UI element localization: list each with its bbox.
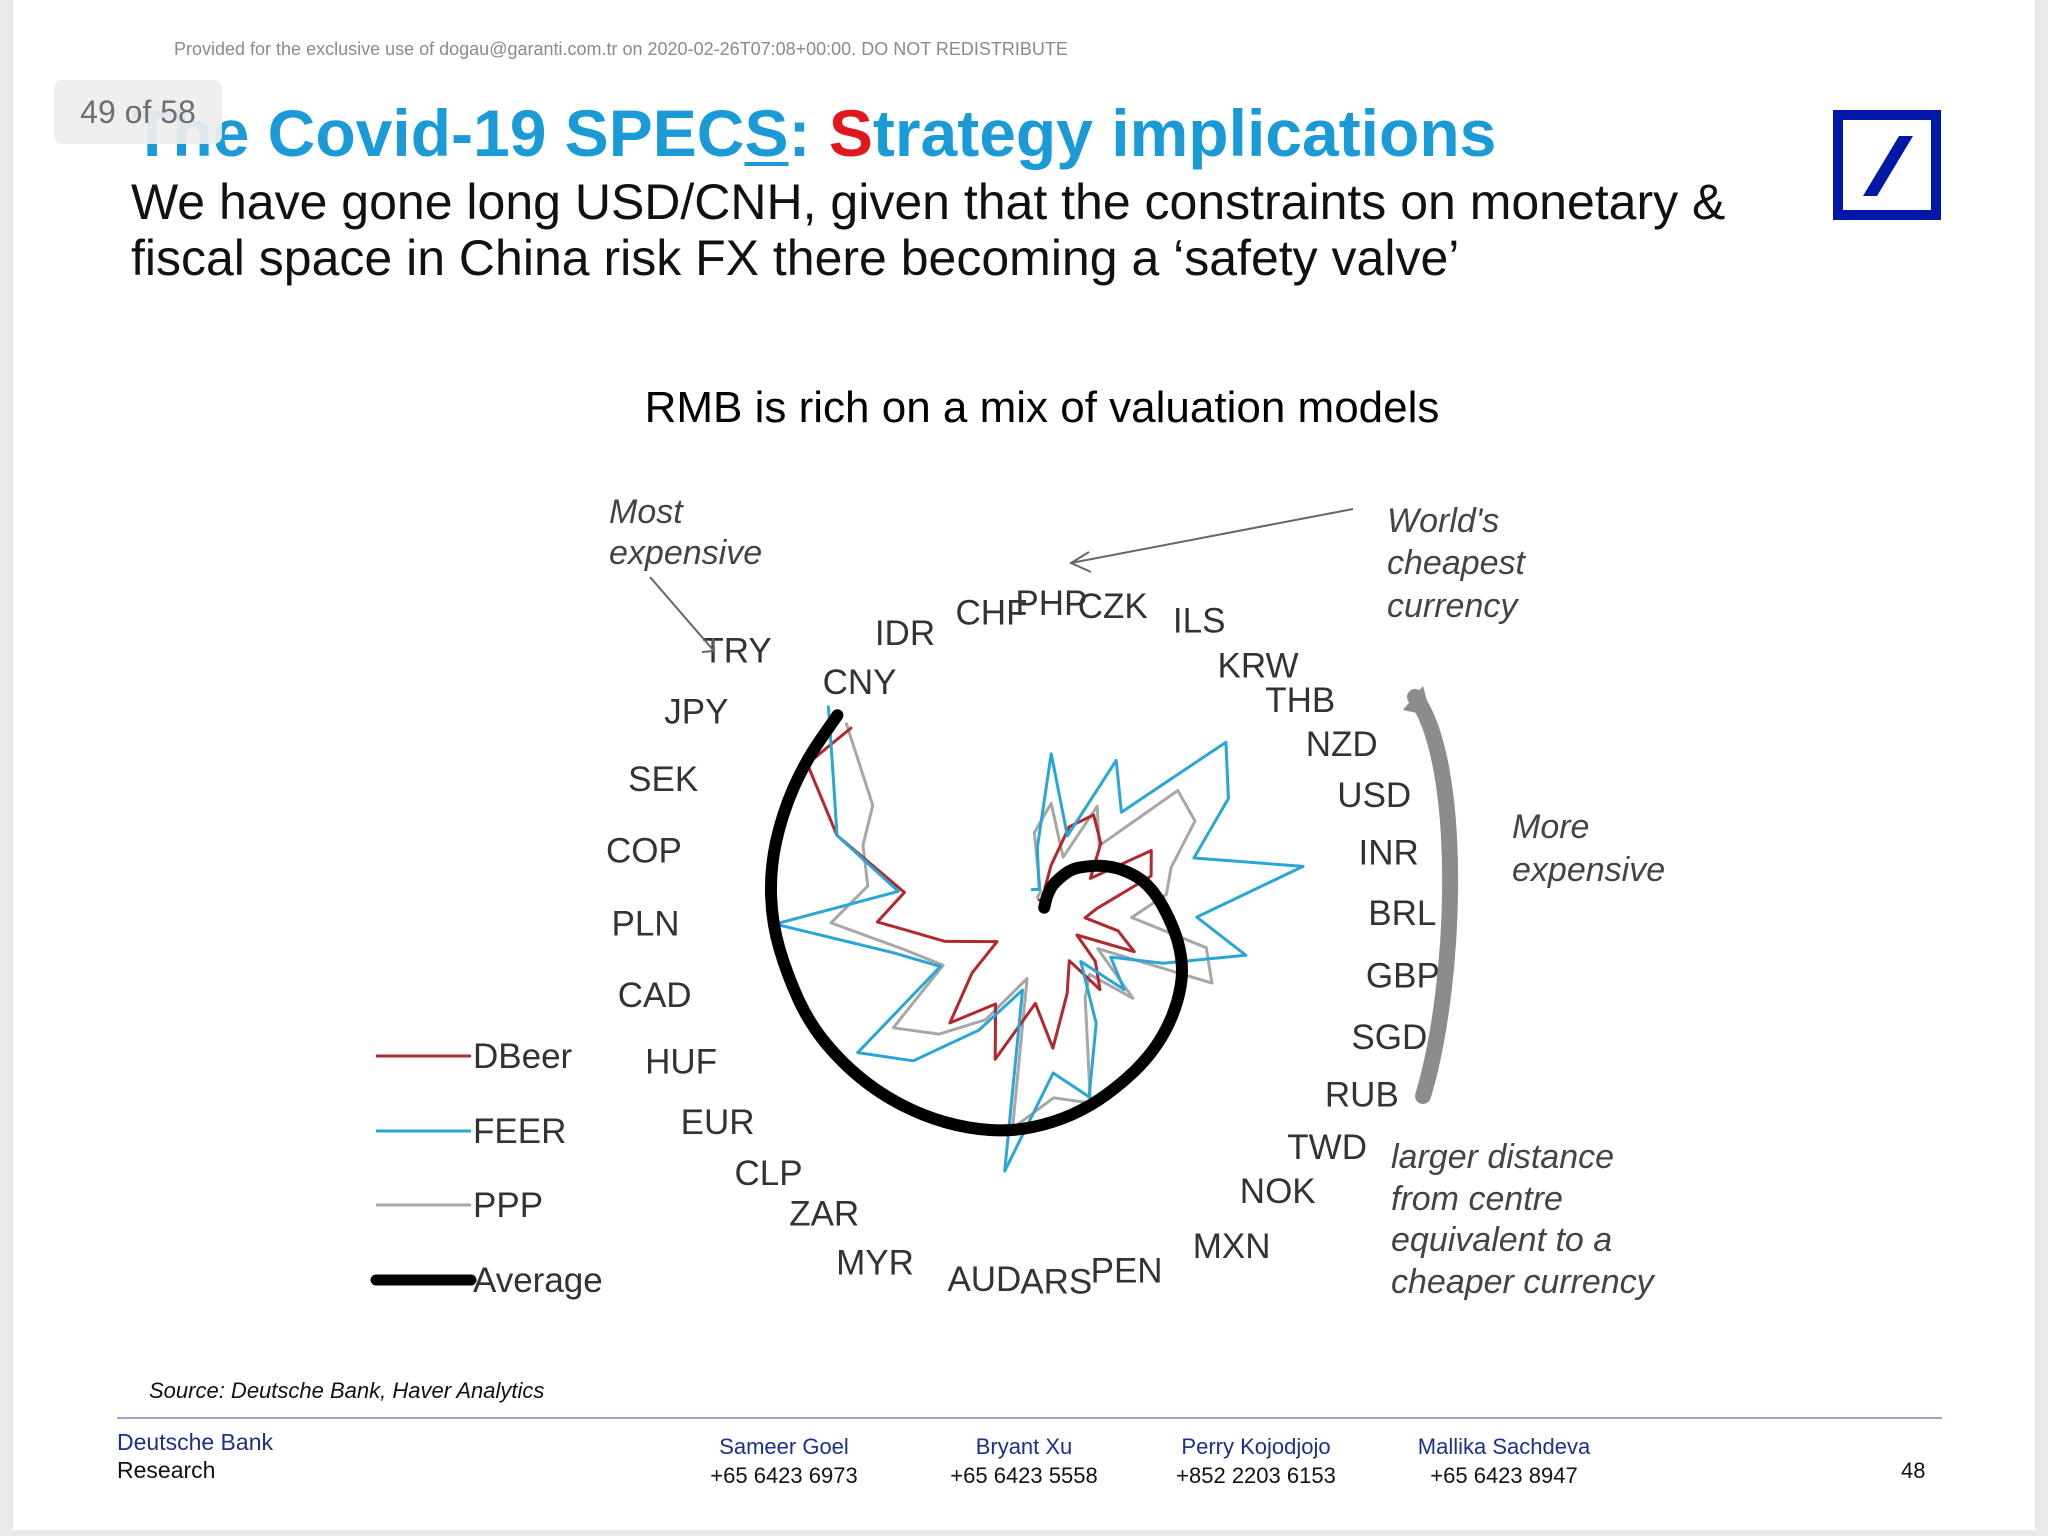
disclaimer: Provided for the exclusive use of dogau@… (174, 39, 1068, 59)
contact-name: Sameer Goel (719, 1434, 849, 1459)
category-label-mxn: MXN (1193, 1227, 1271, 1266)
category-label-jpy: JPY (664, 692, 728, 731)
category-label-idr: IDR (875, 614, 935, 653)
category-label-php: PHP (1015, 584, 1087, 623)
category-label-gbp: GBP (1366, 956, 1440, 995)
footer-brand: Deutsche Bank Research (117, 1428, 273, 1484)
category-label-nok: NOK (1240, 1172, 1316, 1211)
category-label-huf: HUF (645, 1043, 717, 1082)
category-label-sek: SEK (628, 760, 698, 799)
contact-phone: +852 2203 6153 (1176, 1463, 1336, 1488)
most-expensive-arrowhead (701, 637, 716, 653)
contact-name: Bryant Xu (975, 1434, 1073, 1459)
contact-name: Perry Kojodjojo (1181, 1434, 1331, 1459)
contact-phone: +65 6423 8947 (1430, 1463, 1578, 1488)
category-label-cop: COP (606, 832, 682, 871)
series-ppp-line (829, 722, 1214, 1130)
category-label-eur: EUR (681, 1103, 755, 1142)
page-number: 48 (1901, 1458, 1926, 1483)
annotation-distance-line-4: cheaper currency (1391, 1263, 1656, 1301)
more-expensive-bracket (1407, 689, 1459, 1104)
category-label-krw: KRW (1218, 646, 1299, 685)
footer-divider (117, 1417, 1942, 1419)
category-label-zar: ZAR (789, 1194, 859, 1233)
series-dbeer-line (805, 726, 1153, 1061)
worlds-cheapest-arrow (1070, 508, 1354, 564)
contact-name: Mallika Sachdeva (1417, 1434, 1591, 1459)
series-feer-line (773, 705, 1305, 1173)
category-label-cad: CAD (618, 976, 692, 1015)
annotation-worlds-cheapest-line-2: cheapest (1387, 544, 1527, 582)
annotation-more-expensive-line-2: expensive (1512, 851, 1665, 889)
annotation-most-expensive-line-2: expensive (609, 534, 762, 572)
annotation-more-expensive-line-1: More (1512, 808, 1589, 846)
contact-phone: +65 6423 6973 (710, 1463, 858, 1488)
annotation-worlds-cheapest-line-3: currency (1387, 587, 1519, 625)
contact-bryant-xu: Bryant Xu +65 6423 5558 (919, 1432, 1129, 1490)
chart-title: RMB is rich on a mix of valuation models (644, 383, 1440, 432)
slide-title: The Covid-19 SPECS: Strategy implication… (132, 100, 1496, 166)
title-part-3: : (788, 96, 829, 170)
title-part-4: S (828, 96, 873, 170)
title-part-1: The Covid-19 SPEC (132, 96, 745, 170)
footer-brand-name: Deutsche Bank (117, 1429, 273, 1455)
annotation-distance-line-2: from centre (1391, 1180, 1563, 1218)
category-label-usd: USD (1337, 776, 1411, 815)
source-note: Source: Deutsche Bank, Haver Analytics (149, 1378, 545, 1403)
legend-label-dbeer: DBeer (473, 1037, 573, 1076)
category-label-ars: ARS (1020, 1263, 1092, 1302)
annotation-distance-line-3: equivalent to a (1391, 1221, 1612, 1259)
category-label-cny: CNY (823, 663, 897, 702)
title-part-2: S (744, 96, 789, 170)
category-label-clp: CLP (735, 1154, 803, 1193)
series-average-line (764, 709, 1188, 1137)
most-expensive-arrow (649, 576, 715, 652)
category-label-ils: ILS (1173, 602, 1226, 641)
annotation-most-expensive-line-1: Most (609, 493, 684, 531)
category-label-rub: RUB (1325, 1076, 1399, 1115)
page-indicator[interactable]: 49 of 58 (54, 80, 222, 144)
contact-mallika-sachdeva: Mallika Sachdeva +65 6423 8947 (1389, 1432, 1619, 1490)
deutsche-bank-logo-icon (1833, 110, 1941, 220)
worlds-cheapest-arrowhead (1068, 551, 1092, 573)
category-label-pen: PEN (1091, 1251, 1163, 1290)
category-label-thb: THB (1265, 681, 1335, 720)
category-label-nzd: NZD (1306, 725, 1378, 764)
contact-perry-kojodjojo: Perry Kojodjojo +852 2203 6153 (1146, 1432, 1366, 1490)
slide-subtitle: We have gone long USD/CNH, given that th… (131, 174, 1726, 286)
category-label-inr: INR (1359, 833, 1419, 872)
title-part-5: trategy implications (872, 96, 1497, 170)
contact-sameer-goel: Sameer Goel +65 6423 6973 (679, 1432, 889, 1490)
annotation-worlds-cheapest-line-1: World's (1387, 502, 1499, 540)
slide: Provided for the exclusive use of dogau@… (13, 0, 2035, 1530)
category-label-chf: CHF (956, 593, 1028, 632)
category-label-pln: PLN (612, 905, 680, 944)
contact-phone: +65 6423 5558 (950, 1463, 1098, 1488)
series-layer (764, 705, 1305, 1173)
more-expensive-bracket-head (1403, 686, 1431, 716)
category-label-twd: TWD (1287, 1128, 1367, 1167)
category-label-sgd: SGD (1351, 1018, 1427, 1057)
legend-label-ppp: PPP (473, 1186, 543, 1225)
category-label-brl: BRL (1368, 894, 1436, 933)
legend-label-average: Average (473, 1261, 603, 1300)
category-label-czk: CZK (1078, 587, 1148, 626)
annotation-distance-line-1: larger distance (1391, 1138, 1614, 1176)
category-label-myr: MYR (836, 1243, 914, 1282)
legend-label-feer: FEER (473, 1112, 566, 1151)
footer-brand-division: Research (117, 1457, 216, 1483)
category-label-aud: AUD (947, 1260, 1021, 1299)
